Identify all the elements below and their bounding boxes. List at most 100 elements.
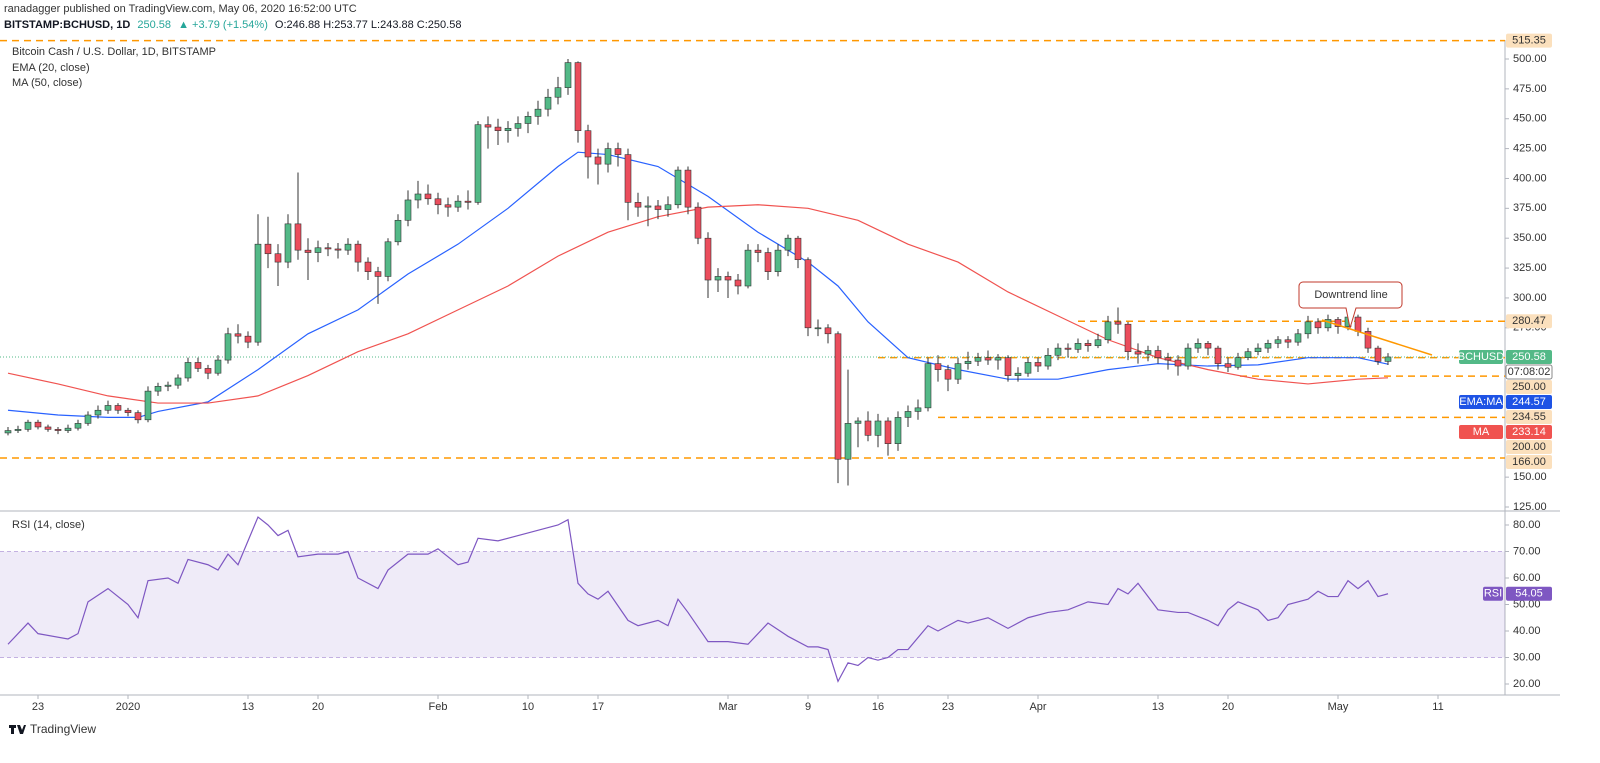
price-tag: 244.57 EMA:MA <box>1459 394 1552 409</box>
candle-body <box>1204 343 1212 349</box>
candle-body <box>1014 372 1022 376</box>
candle-body <box>1004 357 1012 376</box>
price-tag-box <box>1506 409 1552 424</box>
rsi-y-tick-label: 80.00 <box>1513 519 1541 531</box>
candle-body <box>654 205 662 210</box>
candle-body <box>1084 343 1092 347</box>
candle-body <box>1024 362 1032 374</box>
rsi-y-tick-label: 60.00 <box>1513 572 1541 584</box>
candle-body <box>364 261 372 272</box>
candle-body <box>554 87 562 98</box>
candle-body <box>954 363 962 380</box>
y-tick-label: 375.00 <box>1513 202 1547 214</box>
candle-body <box>424 193 432 200</box>
candle-body <box>1184 347 1192 367</box>
price-tag-label: 250.00 <box>1512 381 1546 393</box>
candle-body <box>454 200 462 208</box>
candle-body <box>1074 343 1082 350</box>
candle-body <box>724 276 732 281</box>
candle-body <box>894 417 902 444</box>
y-tick-label: 350.00 <box>1513 232 1547 244</box>
candle-body <box>1234 357 1242 368</box>
candle-body <box>784 237 792 251</box>
candle-body <box>144 390 152 421</box>
price-tag-box <box>1506 33 1552 48</box>
y-tick-label: 400.00 <box>1513 172 1547 184</box>
candle-body <box>94 409 102 416</box>
price-tag: 166.00 <box>1506 454 1552 469</box>
candle-body <box>414 193 422 201</box>
candle-body <box>344 243 352 251</box>
candle-body <box>494 126 502 131</box>
x-tick-label: 2020 <box>116 701 140 713</box>
price-tag-box <box>1506 439 1552 454</box>
x-tick-label: Feb <box>429 701 448 713</box>
rsi-y-tick-label: 20.00 <box>1513 678 1541 690</box>
candle-body <box>404 199 412 221</box>
y-tick-label: 500.00 <box>1513 53 1547 65</box>
candle-body <box>764 252 772 272</box>
candle-body <box>1034 362 1042 367</box>
annotation: Downtrend line <box>1314 289 1387 301</box>
price-tag-name: EMA:MA <box>1459 396 1503 408</box>
x-tick-label: 23 <box>32 701 44 713</box>
candle-body <box>1044 354 1052 367</box>
y-tick-label: 150.00 <box>1513 471 1547 483</box>
price-tag: 250.00 <box>1506 379 1552 394</box>
candle-body <box>794 237 802 261</box>
candle-body <box>964 360 972 364</box>
rsi-y-tick-label: 70.00 <box>1513 545 1541 557</box>
candle-body <box>594 156 602 165</box>
price-tag-label: 250.58 <box>1512 351 1546 363</box>
candle-body <box>974 357 982 362</box>
candle-body <box>634 202 642 208</box>
candle-body <box>854 420 862 424</box>
candle-body <box>914 407 922 412</box>
candle-body <box>444 204 452 208</box>
price-tag-label: 200.00 <box>1512 441 1546 453</box>
author-line: ranadagger published on TradingView.com,… <box>4 3 357 15</box>
candle-body <box>864 420 872 436</box>
y-tick-label: 125.00 <box>1513 501 1547 513</box>
candle-body <box>944 369 952 380</box>
candle-body <box>314 247 322 253</box>
y-tick-label: 450.00 <box>1513 113 1547 125</box>
candle-body <box>1274 339 1282 344</box>
rsi-tag-name-box <box>1483 586 1503 601</box>
price-tag-label: 166.00 <box>1512 456 1546 468</box>
candle-body <box>174 377 182 386</box>
candle-body <box>224 333 232 361</box>
x-tick-label: 23 <box>942 701 954 713</box>
price-tag-box <box>1506 349 1552 364</box>
y-tick-label: 325.00 <box>1513 262 1547 274</box>
price-tag-box <box>1506 424 1552 439</box>
candle-body <box>644 205 652 208</box>
candle-body <box>354 243 362 263</box>
price-tag-box <box>1506 379 1552 394</box>
candle-body <box>994 357 1002 361</box>
candle-body <box>1114 321 1122 325</box>
x-tick-label: Mar <box>719 701 738 713</box>
candle-body <box>184 362 192 379</box>
candle-body <box>674 169 682 206</box>
candle-body <box>774 249 782 272</box>
price-tag-label: 515.35 <box>1512 35 1546 47</box>
x-tick-label: 17 <box>592 701 604 713</box>
candle-body <box>1134 351 1142 355</box>
candle-body <box>934 363 942 370</box>
candle-body <box>74 423 82 429</box>
candle-body <box>284 223 292 263</box>
candle-body <box>1174 359 1182 367</box>
candle-body <box>504 127 512 131</box>
rsi-line <box>7 516 1389 683</box>
rsi-y-tick-label: 50.00 <box>1513 598 1541 610</box>
candle-body <box>734 279 742 287</box>
candle-body <box>44 426 52 430</box>
price-tag: 07:08:02 <box>1505 364 1553 380</box>
candle-body <box>264 243 272 255</box>
legend-ema: EMA (20, close) <box>12 62 90 74</box>
candle-body <box>834 333 842 460</box>
price-tag: 250.58 BCHUSD <box>1458 349 1552 364</box>
candle-body <box>1104 321 1112 341</box>
chart-title: Bitcoin Cash / U.S. Dollar, 1D, BITSTAMP <box>12 46 216 58</box>
